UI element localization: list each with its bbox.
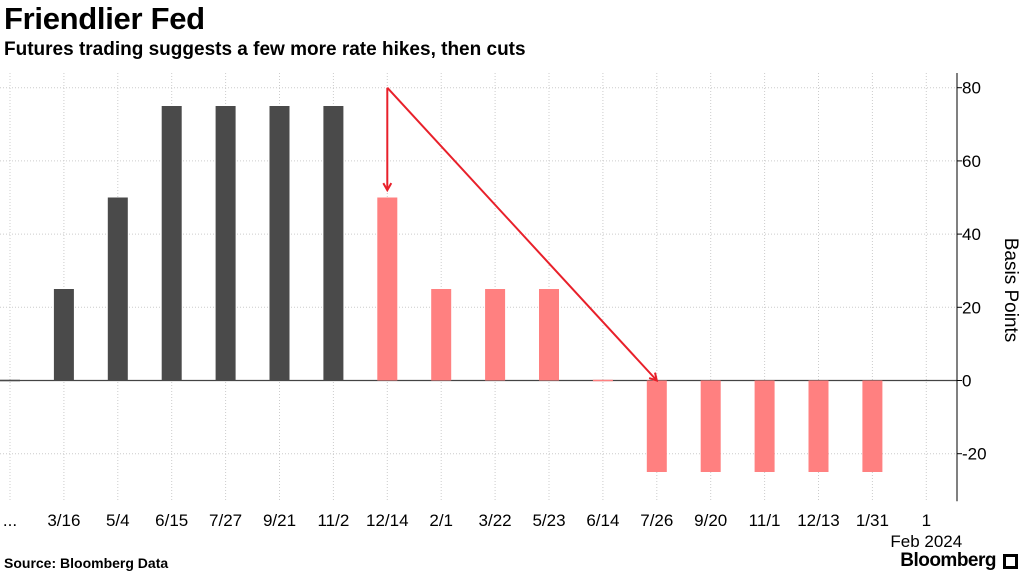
bloomberg-mark-icon [1003,554,1018,569]
y-tick-label: 60 [962,152,981,171]
y-tick-label: 0 [962,372,971,391]
y-tick-label: -20 [962,445,987,464]
x-tick-label: 9/21 [263,511,296,530]
bar-7/27 [215,106,236,381]
y-tick-label: 20 [962,298,981,317]
bar-12/14 [377,197,398,381]
annotation-arrow-2 [386,87,657,381]
x-tick-label: 1/31 [856,511,889,530]
bar-7/26 [646,380,667,472]
x-tick-label: 6/15 [155,511,188,530]
bar-3/22 [485,289,506,381]
bar-5/4 [107,197,128,381]
bar-2/1 [431,289,452,381]
bar-3/16 [53,289,74,381]
bar-12/13 [808,380,829,472]
chart-subtitle: Futures trading suggests a few more rate… [4,39,526,60]
x-tick-label: ... [3,511,17,530]
bar-11/1 [754,380,775,472]
y-tick-label: 80 [962,79,981,98]
x-tick-label: 11/1 [749,511,781,530]
source-note: Source: Bloomberg Data [4,555,169,571]
bar-6/15 [161,106,182,381]
x-tick-label: 6/14 [586,511,619,530]
x-tick-label: 11/2 [317,511,349,530]
x-tick-label: 7/26 [640,511,673,530]
x-tick-label: 5/4 [106,511,130,530]
x-sublabel: Feb 2024 [890,532,962,551]
bar-1/31 [862,380,883,472]
bar-6/14 [592,379,613,382]
x-tick-label: 12/14 [366,511,409,530]
bar-9/21 [269,106,290,381]
x-tick-label: 7/27 [209,511,242,530]
chart-title: Friendlier Fed [4,1,205,36]
x-tick-label: 5/23 [532,511,565,530]
bar-9/20 [700,380,721,472]
bar-5/23 [539,289,559,381]
x-tick-label: 9/20 [694,511,727,530]
bloomberg-logo: Bloomberg [900,550,996,571]
x-tick-label: 2/1 [429,511,453,530]
bar-... [0,379,20,382]
x-tick-label: 1 [922,511,931,530]
y-axis-label: Basis Points [1000,238,1021,343]
bar-11/2 [323,106,344,381]
x-tick-label: 12/13 [797,511,840,530]
x-tick-label: 3/16 [47,511,80,530]
x-tick-label: 3/22 [479,511,512,530]
y-tick-label: 40 [962,225,981,244]
